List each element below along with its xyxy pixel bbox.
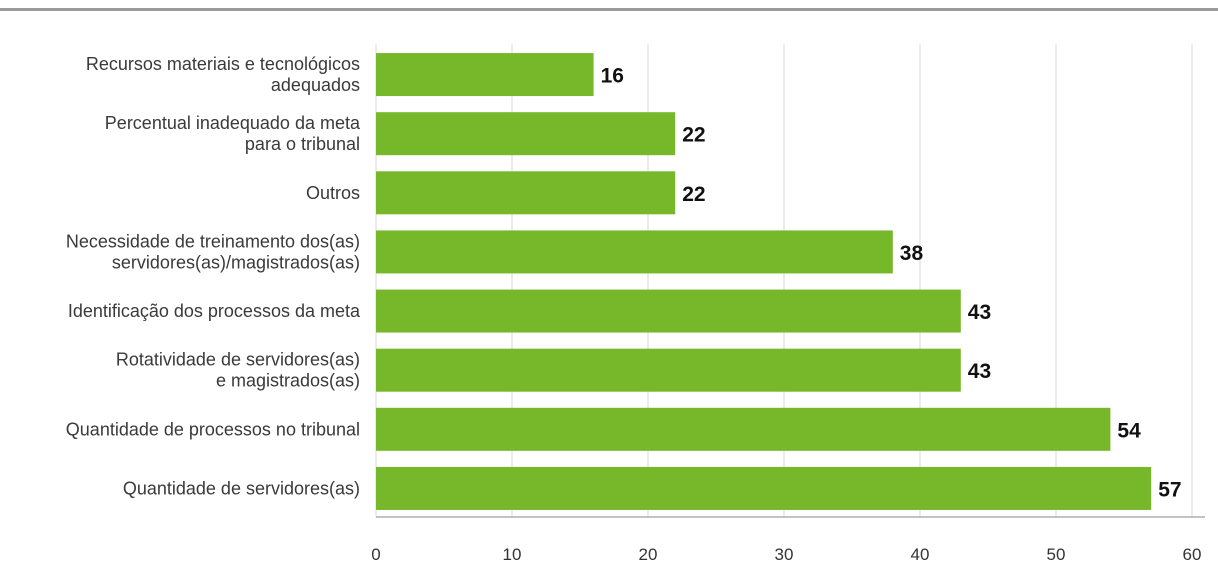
x-tick-label: 60 [1183, 545, 1202, 564]
bar-value-label: 54 [1117, 419, 1141, 442]
category-label-line: Recursos materiais e tecnológicos [86, 54, 360, 74]
category-label: Recursos materiais e tecnológicos adequad… [86, 54, 360, 95]
category-label: Quantidade de servidores(as) [123, 478, 360, 498]
bar [376, 112, 676, 156]
category-label-line: Percentual inadequado da meta [105, 113, 361, 133]
category-label: Quantidade de processos no tribunal [66, 419, 360, 439]
x-tick-label: 30 [775, 545, 794, 564]
category-label-line: servidores(as)/magistrados(as) [112, 252, 360, 272]
bar [376, 171, 676, 215]
bar-value-label: 57 [1158, 478, 1181, 501]
category-label-line: Necessidade de treinamento dos(as) [66, 231, 360, 251]
bar [376, 289, 961, 333]
category-labels: Recursos materiais e tecnológicos adequad… [66, 54, 361, 498]
category-label-line: Quantidade de servidores(as) [123, 478, 360, 498]
x-axis-ticks: 0 10 20 30 40 50 60 [371, 545, 1201, 564]
bar-value-label: 16 [601, 65, 624, 88]
x-tick-label: 40 [911, 545, 930, 564]
bar [376, 53, 594, 97]
category-label: Outros [306, 183, 360, 203]
bar-value-label: 43 [968, 301, 991, 324]
value-labels: 16 22 22 38 43 43 54 57 [601, 65, 1182, 502]
category-label: Percentual inadequado da meta para o trib… [105, 113, 361, 154]
category-label-line: Identificação dos processos da meta [68, 301, 361, 321]
bar-value-label: 22 [682, 124, 705, 147]
x-tick-label: 20 [639, 545, 658, 564]
category-label: Identificação dos processos da meta [68, 301, 361, 321]
bar [376, 407, 1111, 451]
category-label-line: Quantidade de processos no tribunal [66, 419, 360, 439]
bar [376, 348, 961, 392]
bar [376, 466, 1152, 510]
bar-value-label: 43 [968, 360, 991, 383]
bar-value-label: 38 [900, 242, 924, 265]
category-label-line: Rotatividade de servidores(as) [116, 350, 360, 370]
category-label-line: para o tribunal [245, 134, 360, 154]
x-tick-label: 10 [503, 545, 522, 564]
top-rule [0, 8, 1218, 11]
x-tick-label: 50 [1047, 545, 1066, 564]
category-label-line: adequados [271, 75, 360, 95]
category-label: Necessidade de treinamento dos(as) servid… [66, 231, 360, 272]
category-label: Rotatividade de servidores(as) e magistra… [116, 350, 360, 391]
bars [376, 53, 1152, 510]
x-tick-label: 0 [371, 545, 380, 564]
category-label-line: e magistrados(as) [216, 371, 360, 391]
bar [376, 230, 893, 274]
category-label-line: Outros [306, 183, 360, 203]
bar-value-label: 22 [682, 183, 705, 206]
